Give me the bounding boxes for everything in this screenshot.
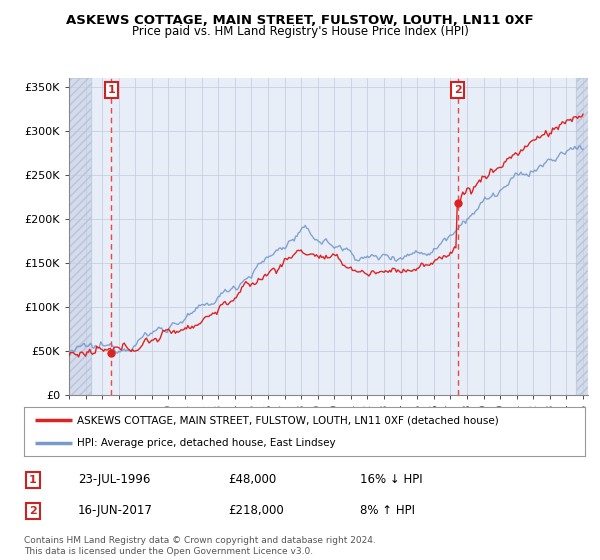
- Text: 23-JUL-1996: 23-JUL-1996: [78, 473, 151, 487]
- Text: 1: 1: [29, 475, 37, 485]
- Text: 16-JUN-2017: 16-JUN-2017: [78, 504, 153, 517]
- Bar: [575, 78, 588, 395]
- Text: 2: 2: [29, 506, 37, 516]
- Text: 8% ↑ HPI: 8% ↑ HPI: [360, 504, 415, 517]
- Text: ASKEWS COTTAGE, MAIN STREET, FULSTOW, LOUTH, LN11 0XF (detached house): ASKEWS COTTAGE, MAIN STREET, FULSTOW, LO…: [77, 416, 499, 426]
- Bar: [69, 78, 91, 395]
- Text: 2: 2: [454, 85, 462, 95]
- Text: Price paid vs. HM Land Registry's House Price Index (HPI): Price paid vs. HM Land Registry's House …: [131, 25, 469, 38]
- Text: £48,000: £48,000: [228, 473, 276, 487]
- Text: 1: 1: [107, 85, 115, 95]
- Text: £218,000: £218,000: [228, 504, 284, 517]
- Text: 16% ↓ HPI: 16% ↓ HPI: [360, 473, 422, 487]
- Bar: [69, 78, 91, 395]
- Text: Contains HM Land Registry data © Crown copyright and database right 2024.
This d: Contains HM Land Registry data © Crown c…: [24, 536, 376, 556]
- Text: ASKEWS COTTAGE, MAIN STREET, FULSTOW, LOUTH, LN11 0XF: ASKEWS COTTAGE, MAIN STREET, FULSTOW, LO…: [66, 14, 534, 27]
- Bar: [575, 78, 588, 395]
- Text: HPI: Average price, detached house, East Lindsey: HPI: Average price, detached house, East…: [77, 438, 336, 448]
